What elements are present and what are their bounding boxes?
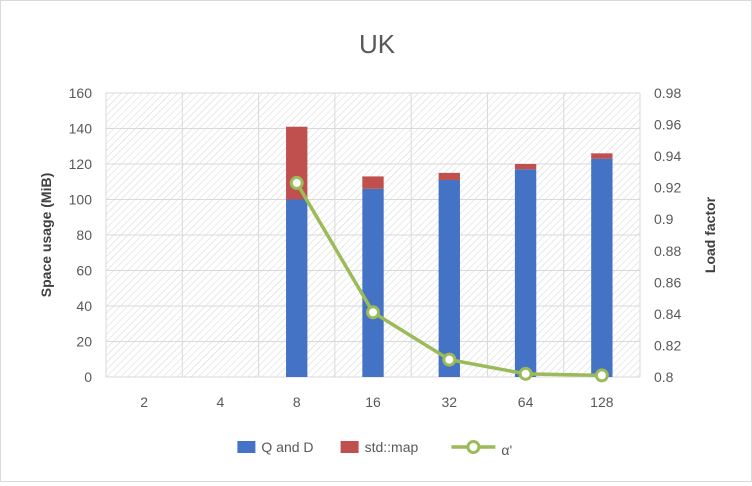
y-tick-label: 20 [76, 334, 92, 350]
y2-tick-label: 0.92 [654, 180, 681, 196]
y2-tick-label: 0.86 [654, 274, 681, 290]
y-tick-label: 160 [69, 85, 93, 101]
legend-swatch-icon [340, 441, 359, 453]
axes: 0 20 40 60 80 100 120 140 160 0.8 0.82 0.84 0.86 0.88… [69, 85, 682, 410]
y2-tick-label: 0.8 [654, 369, 674, 385]
bar-std-map [362, 176, 384, 189]
y2-tick-label: 0.82 [654, 337, 681, 353]
x-tick-label: 8 [293, 394, 301, 410]
x-tick-label: 4 [217, 394, 225, 410]
line-point [518, 366, 533, 381]
x-tick-label: 128 [590, 394, 614, 410]
legend-item: Q and D [237, 439, 314, 455]
y-tick-label: 60 [76, 263, 92, 279]
line-point [594, 368, 609, 383]
legend-label: std::map [365, 439, 419, 455]
y-tick-label: 100 [69, 192, 93, 208]
y2-tick-label: 0.98 [654, 85, 681, 101]
legend-item: α' [451, 440, 512, 458]
line-point [289, 175, 304, 190]
y-tick-label: 120 [69, 156, 93, 172]
y2-tick-label: 0.9 [654, 211, 674, 227]
y2-tick-label: 0.94 [654, 148, 681, 164]
bar-q-and-d [362, 188, 384, 377]
legend-label: α' [501, 442, 512, 458]
bar-q-and-d [438, 179, 460, 377]
y2-tick-label: 0.88 [654, 243, 681, 259]
bar-std-map [591, 153, 613, 159]
line-point [366, 305, 380, 320]
y2-tick-label: 0.84 [654, 306, 681, 322]
y-axis-label: Space usage (MiB) [38, 173, 54, 297]
y-tick-label: 40 [76, 298, 92, 314]
legend-marker-icon [466, 440, 481, 454]
y-tick-label: 140 [69, 121, 93, 137]
legend: Q and D std::map α' [237, 439, 512, 458]
bar-q-and-d [286, 199, 308, 377]
y-tick-label: 0 [84, 369, 92, 385]
bar-q-and-d [591, 158, 613, 377]
chart-title: UK [359, 29, 396, 59]
x-tick-label: 32 [441, 394, 457, 410]
legend-swatch-icon [237, 441, 256, 453]
legend-label: Q and D [261, 439, 313, 455]
load-factor-line [289, 175, 609, 383]
bar-q-and-d [514, 169, 537, 377]
y2-axis-label: Load factor [702, 196, 718, 273]
bar-std-map [514, 164, 537, 170]
y2-tick-label: 0.96 [654, 117, 681, 133]
legend-item: std::map [340, 439, 419, 455]
x-tick-label: 64 [518, 394, 534, 410]
x-tick-label: 16 [365, 394, 381, 410]
line-point [442, 352, 457, 367]
y-tick-label: 80 [76, 227, 92, 243]
x-tick-label: 2 [140, 394, 148, 410]
bar-std-map [438, 172, 460, 180]
